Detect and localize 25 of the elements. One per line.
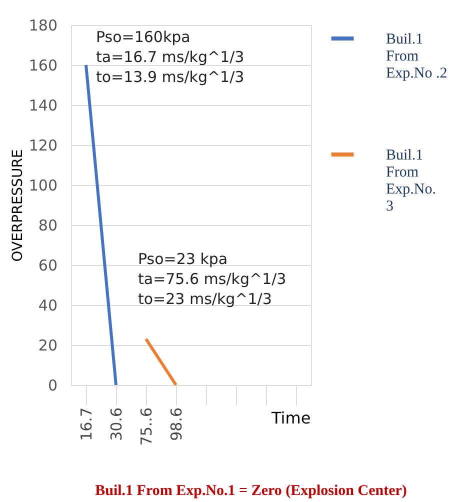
annotation: ta=16.7 ms/kg^1/3 [96,48,244,66]
annotation: Pso=23 kpa [138,250,228,268]
x-axis-title: Time [270,408,311,428]
y-axis-title: OVERPRESSURE [10,149,26,262]
y-tick-label: 60 [38,256,58,274]
y-tick-label: 120 [28,136,58,154]
annotation: to=23 ms/kg^1/3 [138,290,272,308]
y-tick-label: 100 [28,176,58,194]
annotation: ta=75.6 ms/kg^1/3 [138,270,286,288]
legend-label: Buil.1 From Exp.No .2 [386,32,448,82]
y-tick-label: 160 [28,56,58,74]
y-tick-label: 0 [48,376,58,394]
x-tick-label: 30.6 [108,408,126,441]
y-tick-label: 20 [38,336,58,354]
y-tick-label: 80 [38,216,58,234]
y-tick-label: 180 [28,16,58,34]
legend-label: Buil.1 From Exp.No. 3 [386,148,436,214]
y-tick-label: 140 [28,96,58,114]
annotation: to=13.9 ms/kg^1/3 [96,68,244,86]
x-tick-label: 75..6 [138,408,156,446]
x-tick-label: 98.6 [168,408,186,441]
x-tick-label: 16.7 [78,408,96,441]
text: Buil.1 From Exp.No.1 = Zero (Explosion Center) [95,483,407,499]
annotation: Pso=160kpa [96,28,190,46]
y-tick-label: 40 [38,296,58,314]
